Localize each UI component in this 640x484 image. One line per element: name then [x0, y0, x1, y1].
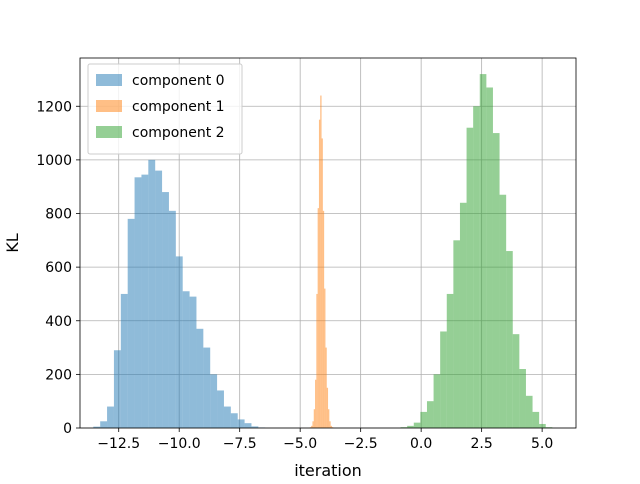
legend-label: component 1 — [132, 99, 225, 115]
histogram-bar-series-0 — [100, 421, 108, 428]
histogram-bar-series-0 — [134, 177, 142, 428]
histogram-bars — [93, 74, 553, 429]
histogram-bar-series-1 — [312, 421, 314, 428]
histogram-bar-series-1 — [311, 425, 313, 428]
histogram-bar-series-0 — [189, 296, 197, 428]
histogram-bar-series-1 — [321, 138, 323, 428]
histogram-bar-series-0 — [210, 374, 218, 428]
histogram-bar-series-2 — [433, 374, 441, 428]
histogram-bar-series-0 — [162, 192, 169, 428]
histogram-bar-series-2 — [420, 411, 427, 428]
histogram-bar-series-1 — [328, 409, 330, 428]
histogram-bar-series-0 — [230, 413, 238, 428]
x-tick-label: 0.0 — [410, 436, 432, 452]
y-tick-label: 400 — [45, 314, 72, 330]
y-tick-label: 600 — [45, 260, 72, 276]
histogram-bar-series-0 — [196, 328, 204, 428]
legend-label: component 0 — [132, 73, 225, 89]
histogram-bar-series-2 — [400, 427, 408, 428]
histogram-bar-series-1 — [329, 421, 331, 428]
histogram-bar-series-2 — [486, 87, 493, 429]
y-axis-title: KL — [3, 233, 22, 252]
histogram-bar-series-2 — [466, 127, 474, 428]
histogram-bar-series-2 — [426, 401, 434, 428]
histogram-bar-series-0 — [155, 170, 163, 428]
x-axis-ticks: −12.5 −10.0 −7.5 −5.0 −2.5 0.0 2.5 5.0 — [97, 428, 553, 452]
x-tick-label: 2.5 — [471, 436, 493, 452]
legend-swatch — [96, 126, 122, 138]
histogram-bar-series-2 — [532, 411, 540, 428]
histogram-bar-series-0 — [168, 210, 176, 428]
histogram-bar-series-1 — [326, 387, 329, 428]
histogram-bar-series-0 — [223, 406, 231, 428]
histogram-bar-series-1 — [313, 409, 316, 428]
y-tick-label: 1000 — [36, 153, 72, 169]
y-tick-label: 1200 — [36, 99, 72, 115]
histogram-bar-series-1 — [315, 379, 317, 428]
histogram-bar-series-0 — [120, 293, 128, 428]
histogram-bar-series-0 — [93, 426, 101, 428]
histogram-bar-series-2 — [506, 251, 513, 428]
histogram-bar-series-1 — [316, 293, 318, 428]
histogram-bar-series-1 — [330, 425, 332, 428]
x-tick-label: −5.0 — [283, 436, 317, 452]
x-tick-label: 5.0 — [531, 436, 553, 452]
legend-label: component 2 — [132, 125, 225, 141]
histogram-bar-series-2 — [499, 194, 507, 428]
histogram-bar-series-0 — [217, 390, 224, 428]
histogram-bar-series-1 — [317, 208, 319, 428]
histogram-bar-series-1 — [324, 288, 326, 428]
histogram-bar-series-2 — [453, 240, 460, 428]
y-tick-label: 0 — [63, 421, 72, 437]
histogram-bar-series-2 — [545, 427, 553, 428]
histogram-bar-series-0 — [244, 423, 252, 428]
histogram-bar-series-2 — [492, 133, 500, 429]
histogram-bar-series-2 — [525, 395, 533, 428]
histogram-bar-series-1 — [309, 427, 312, 428]
histogram-bar-series-0 — [251, 426, 259, 428]
histogram-bar-series-0 — [107, 406, 114, 428]
histogram-bar-series-0 — [175, 256, 183, 428]
legend-swatch — [96, 74, 122, 86]
x-tick-label: −10.0 — [158, 436, 201, 452]
histogram-bar-series-2 — [440, 331, 447, 428]
histogram-bar-series-2 — [446, 293, 454, 428]
x-tick-label: −2.5 — [344, 436, 378, 452]
legend-box — [87, 63, 243, 155]
histogram-bar-series-1 — [322, 210, 325, 428]
histogram-bar-series-0 — [182, 291, 190, 428]
histogram-bar-series-0 — [203, 347, 211, 428]
histogram-bar-series-0 — [113, 350, 121, 428]
histogram-bar-series-2 — [473, 106, 480, 429]
histogram-bar-series-1 — [318, 119, 321, 429]
histogram-bar-series-0 — [237, 419, 245, 428]
histogram-bar-series-0 — [127, 218, 135, 428]
histogram-bar-series-2 — [512, 334, 520, 428]
histogram-bar-series-2 — [413, 422, 421, 428]
legend-swatch — [96, 100, 122, 112]
legend: component 0 component 1 component 2 — [87, 63, 243, 155]
histogram-bar-series-2 — [479, 74, 487, 428]
histogram-bar-series-1 — [320, 95, 322, 429]
histogram-bar-series-1 — [331, 427, 334, 428]
x-tick-label: −7.5 — [223, 436, 257, 452]
histogram-bar-series-2 — [519, 369, 526, 428]
y-tick-label: 800 — [45, 207, 72, 223]
y-axis-ticks: 0 200 400 600 800 1000 1200 — [36, 99, 80, 437]
histogram-bar-series-2 — [459, 202, 467, 428]
x-tick-label: −12.5 — [97, 436, 140, 452]
histogram-bar-series-0 — [141, 174, 149, 428]
histogram-bar-series-1 — [325, 347, 327, 428]
x-axis-title: iteration — [294, 461, 362, 480]
histogram-bar-series-2 — [539, 423, 546, 428]
y-tick-label: 200 — [45, 367, 72, 383]
plot-frame — [79, 57, 577, 429]
histogram-bar-series-0 — [148, 159, 156, 428]
histogram-bar-series-2 — [407, 425, 414, 428]
